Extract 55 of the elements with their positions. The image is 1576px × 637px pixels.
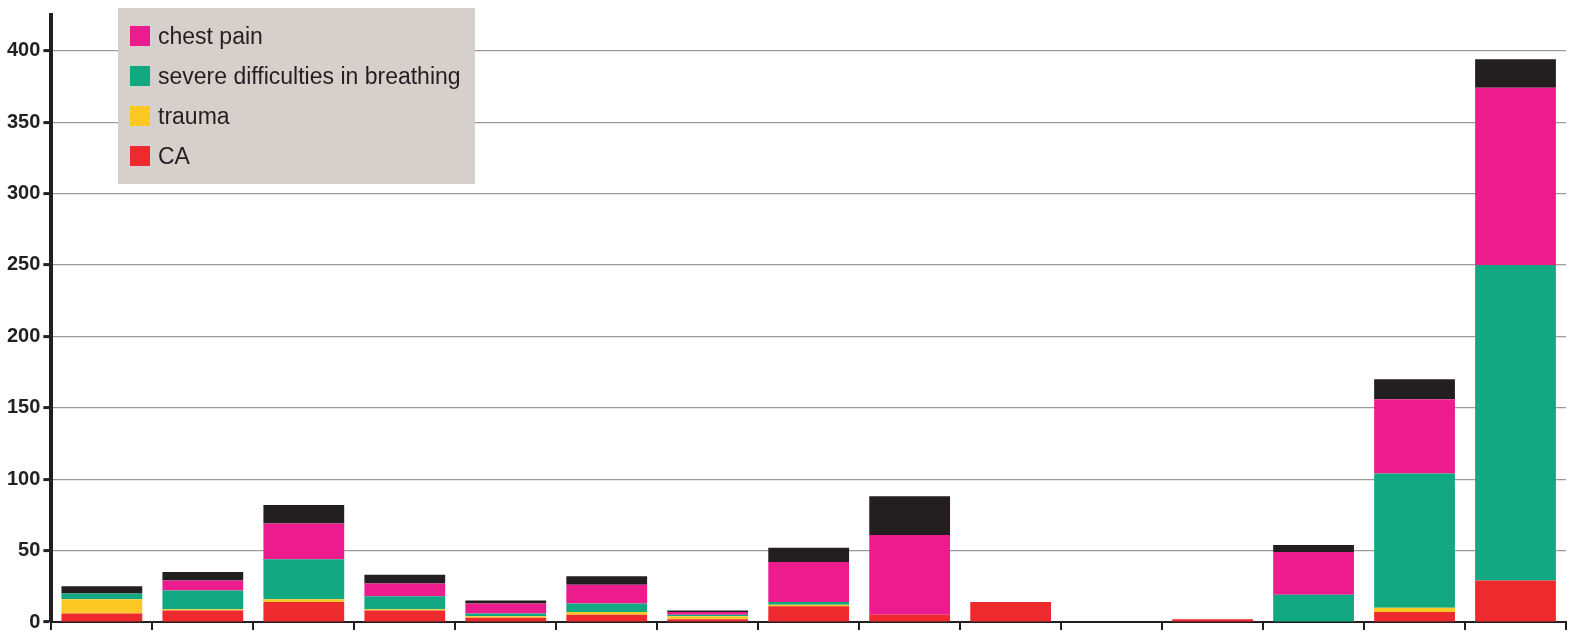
bar bbox=[768, 547, 850, 563]
bar bbox=[566, 576, 648, 585]
bar bbox=[61, 593, 143, 600]
bar bbox=[162, 590, 244, 610]
bar bbox=[566, 614, 648, 622]
bar bbox=[970, 602, 1052, 622]
bar bbox=[465, 603, 547, 614]
y-tick-label: 150 bbox=[6, 395, 41, 418]
y-tick-label: 350 bbox=[6, 109, 41, 132]
y-tick-label: 100 bbox=[6, 466, 41, 489]
bar bbox=[1475, 87, 1556, 265]
bar bbox=[869, 496, 951, 535]
bar bbox=[566, 612, 648, 615]
bar bbox=[1273, 552, 1354, 595]
y-tick-label: 50 bbox=[18, 538, 41, 561]
bar bbox=[364, 574, 446, 584]
bar bbox=[61, 586, 143, 594]
y-tick-label: 250 bbox=[6, 252, 41, 275]
bar bbox=[1374, 612, 1455, 622]
bar bbox=[1374, 473, 1455, 608]
bar bbox=[869, 534, 951, 615]
bar bbox=[1374, 379, 1455, 400]
legend-label: CA bbox=[158, 142, 190, 170]
bar bbox=[263, 602, 345, 622]
bar bbox=[768, 606, 850, 622]
bar bbox=[364, 583, 446, 597]
bar bbox=[364, 596, 446, 610]
legend-label: trauma bbox=[158, 102, 230, 130]
bar bbox=[263, 559, 345, 600]
bar bbox=[1475, 264, 1556, 581]
bar bbox=[566, 584, 648, 604]
bar bbox=[1273, 594, 1354, 622]
bar bbox=[1475, 59, 1556, 88]
bar bbox=[768, 562, 850, 603]
bar bbox=[566, 603, 648, 612]
bar bbox=[61, 613, 143, 622]
bar bbox=[263, 599, 345, 603]
bar bbox=[162, 610, 244, 622]
bar bbox=[364, 610, 446, 622]
y-tick-label: 0 bbox=[29, 609, 41, 632]
bar bbox=[162, 580, 244, 591]
legend-label: chest pain bbox=[158, 22, 263, 50]
y-tick-label: 200 bbox=[6, 323, 41, 346]
bar bbox=[162, 572, 244, 581]
bar bbox=[1273, 544, 1354, 553]
bar bbox=[1374, 607, 1455, 612]
y-tick-label: 400 bbox=[6, 38, 41, 61]
bar bbox=[263, 504, 345, 524]
bar bbox=[869, 614, 951, 622]
bar bbox=[1374, 399, 1455, 474]
y-tick-label: 300 bbox=[6, 181, 41, 204]
bar bbox=[1475, 580, 1556, 622]
bar bbox=[61, 599, 143, 614]
legend-label: severe difficulties in breathing bbox=[158, 62, 461, 90]
bar bbox=[263, 523, 345, 560]
